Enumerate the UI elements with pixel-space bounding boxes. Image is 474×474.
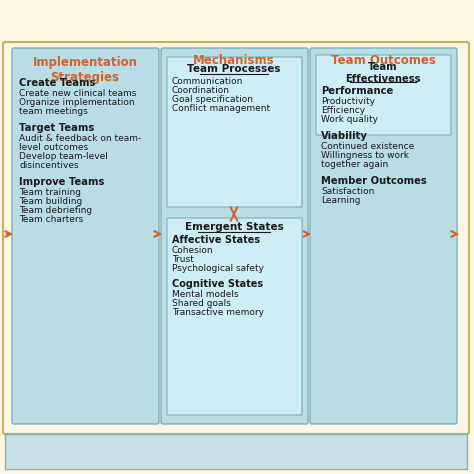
- Text: Team debriefing: Team debriefing: [19, 206, 92, 215]
- FancyBboxPatch shape: [310, 48, 457, 424]
- Text: Team charters: Team charters: [19, 215, 83, 224]
- Bar: [5, 434, 467, 469]
- Text: Emergent States: Emergent States: [185, 222, 283, 232]
- Text: Coordination: Coordination: [172, 86, 230, 95]
- Text: Team Outcomes: Team Outcomes: [330, 54, 436, 67]
- Text: team meetings: team meetings: [19, 107, 88, 116]
- FancyBboxPatch shape: [3, 42, 469, 434]
- Text: Productivity: Productivity: [321, 97, 375, 106]
- FancyBboxPatch shape: [167, 218, 302, 415]
- Text: Team building: Team building: [19, 197, 82, 206]
- Text: Trust: Trust: [172, 255, 194, 264]
- FancyBboxPatch shape: [316, 55, 451, 135]
- Text: Cohesion: Cohesion: [172, 246, 214, 255]
- Text: level outcomes: level outcomes: [19, 143, 88, 152]
- Text: Shared goals: Shared goals: [172, 299, 231, 308]
- Text: Create Teams: Create Teams: [19, 78, 95, 88]
- Text: Cognitive States: Cognitive States: [172, 279, 263, 289]
- Text: Target Teams: Target Teams: [19, 123, 94, 133]
- Text: Mental models: Mental models: [172, 290, 238, 299]
- Text: Learning: Learning: [321, 196, 361, 205]
- Text: Continued existence: Continued existence: [321, 142, 414, 151]
- Text: Improve Teams: Improve Teams: [19, 177, 104, 187]
- Text: Goal specification: Goal specification: [172, 95, 253, 104]
- Text: Develop team-level: Develop team-level: [19, 152, 108, 161]
- FancyBboxPatch shape: [12, 48, 159, 424]
- Text: Mechanisms: Mechanisms: [193, 54, 275, 67]
- Text: Transactive memory: Transactive memory: [172, 308, 264, 317]
- Text: Communication: Communication: [172, 77, 243, 86]
- FancyBboxPatch shape: [167, 57, 302, 207]
- Text: Performance: Performance: [321, 86, 393, 96]
- Text: Team Processes: Team Processes: [187, 64, 281, 74]
- Text: Conflict management: Conflict management: [172, 104, 270, 113]
- Text: Create new clinical teams: Create new clinical teams: [19, 89, 137, 98]
- Text: Organize implementation: Organize implementation: [19, 98, 135, 107]
- Text: Satisfaction: Satisfaction: [321, 187, 374, 196]
- Text: Team training: Team training: [19, 188, 81, 197]
- Text: Willingness to work: Willingness to work: [321, 151, 409, 160]
- Text: Viability: Viability: [321, 131, 368, 141]
- Text: Member Outcomes: Member Outcomes: [321, 176, 427, 186]
- FancyBboxPatch shape: [161, 48, 308, 424]
- Text: Efficiency: Efficiency: [321, 106, 365, 115]
- Text: disincentives: disincentives: [19, 161, 79, 170]
- Text: Psychological safety: Psychological safety: [172, 264, 264, 273]
- Text: Implementation
Strategies: Implementation Strategies: [33, 56, 137, 84]
- Text: Team
Effectiveness: Team Effectiveness: [345, 62, 421, 83]
- Text: Work quality: Work quality: [321, 115, 378, 124]
- Text: Affective States: Affective States: [172, 235, 260, 245]
- Text: together again: together again: [321, 160, 388, 169]
- Text: Audit & feedback on team-: Audit & feedback on team-: [19, 134, 141, 143]
